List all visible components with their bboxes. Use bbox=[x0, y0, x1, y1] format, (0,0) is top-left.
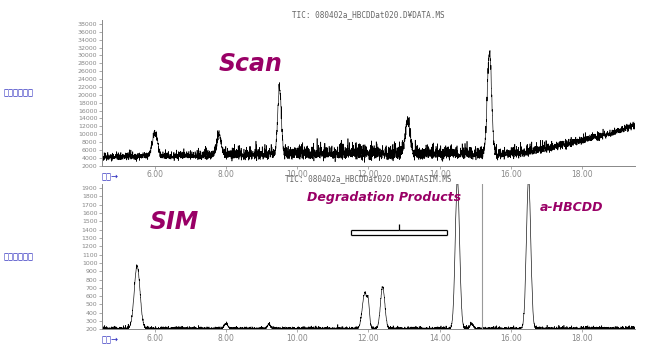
Text: Scan: Scan bbox=[219, 52, 283, 76]
Text: アバンダンス: アバンダンス bbox=[3, 88, 33, 97]
Text: a-HBCDD: a-HBCDD bbox=[540, 201, 603, 214]
Title: TIC: 080402a_HBCDDat020.D¥DATA.MS: TIC: 080402a_HBCDDat020.D¥DATA.MS bbox=[292, 10, 445, 19]
Title: TIC: 080402a_HBCDDat020.D¥DATASIM.MS: TIC: 080402a_HBCDDat020.D¥DATASIM.MS bbox=[285, 174, 452, 183]
Text: アバンダンス: アバンダンス bbox=[3, 252, 33, 261]
Text: 時間→: 時間→ bbox=[102, 172, 119, 181]
Text: Degradation Products: Degradation Products bbox=[307, 191, 462, 204]
Text: SIM: SIM bbox=[149, 210, 199, 234]
Text: 時間→: 時間→ bbox=[102, 336, 119, 345]
